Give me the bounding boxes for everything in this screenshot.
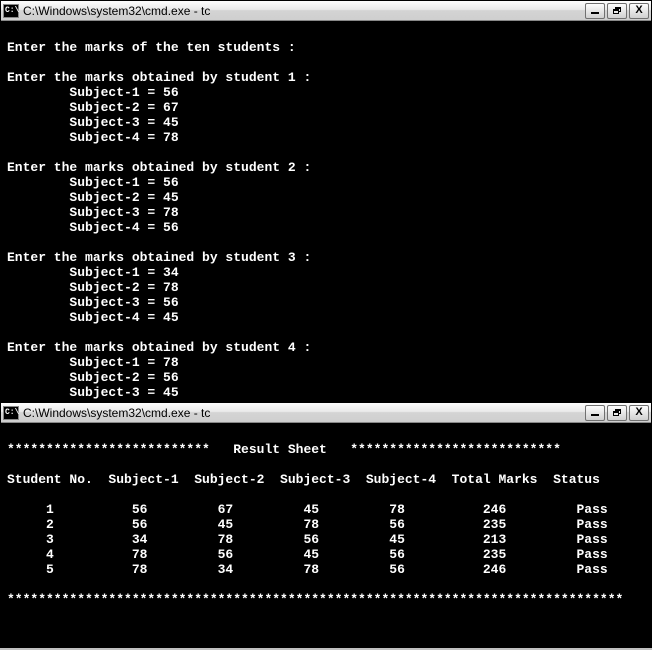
close-button[interactable]: X — [629, 3, 649, 19]
cmd-window-bottom: C:\ C:\Windows\system32\cmd.exe - tc X *… — [0, 402, 652, 648]
window-title-bottom: C:\Windows\system32\cmd.exe - tc — [23, 406, 585, 420]
minimize-button[interactable] — [585, 3, 605, 19]
cmd-icon-label: C:\ — [5, 7, 19, 15]
minimize-button[interactable] — [585, 405, 605, 421]
cmd-icon: C:\ — [3, 4, 19, 18]
terminal-output-bottom: ************************** Result Sheet … — [1, 423, 651, 647]
maximize-button[interactable] — [607, 405, 627, 421]
close-button[interactable]: X — [629, 405, 649, 421]
window-buttons-top: X — [585, 3, 649, 19]
maximize-button[interactable] — [607, 3, 627, 19]
window-buttons-bottom: X — [585, 405, 649, 421]
cmd-icon: C:\ — [3, 406, 19, 420]
window-title-top: C:\Windows\system32\cmd.exe - tc — [23, 4, 585, 18]
titlebar-bottom[interactable]: C:\ C:\Windows\system32\cmd.exe - tc X — [1, 403, 651, 423]
cmd-icon-label: C:\ — [5, 409, 19, 417]
terminal-output-top: Enter the marks of the ten students : En… — [1, 21, 651, 401]
titlebar-top[interactable]: C:\ C:\Windows\system32\cmd.exe - tc X — [1, 1, 651, 21]
cmd-window-top: C:\ C:\Windows\system32\cmd.exe - tc X E… — [0, 0, 652, 402]
